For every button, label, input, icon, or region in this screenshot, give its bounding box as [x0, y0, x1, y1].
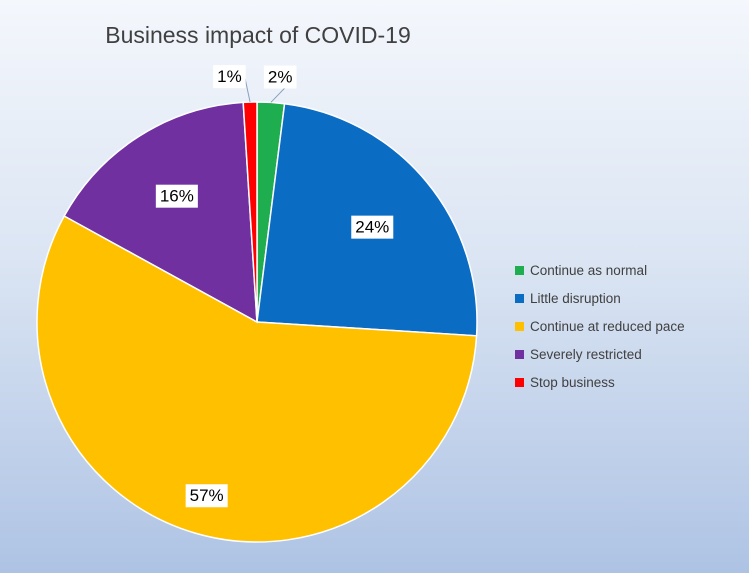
data-label-box — [155, 184, 198, 208]
legend-swatch — [515, 293, 524, 303]
data-label-box — [263, 65, 297, 89]
legend-swatch — [515, 377, 524, 387]
data-label-stop-business: 1% — [213, 65, 246, 89]
data-label-text: 24% — [355, 218, 389, 237]
legend-swatch — [515, 349, 524, 359]
legend-swatch — [515, 321, 524, 331]
data-label-little-disruption: 24% — [351, 215, 394, 239]
legend-item-severely-restricted: Severely restricted — [515, 340, 685, 368]
legend-item-continue-as-normal: Continue as normal — [515, 256, 685, 284]
data-label-text: 57% — [190, 486, 224, 505]
data-label-severely-restricted: 16% — [155, 184, 198, 208]
data-label-continue-as-normal: 2% — [263, 65, 297, 89]
data-label-text: 16% — [160, 187, 194, 206]
pie-slice-severely-restricted — [63, 101, 258, 324]
data-label-text: 2% — [268, 67, 293, 86]
data-label-box — [351, 215, 394, 239]
legend-swatch — [515, 265, 524, 275]
data-label-box — [213, 65, 246, 89]
legend-label: Stop business — [530, 374, 615, 390]
legend-item-little-disruption: Little disruption — [515, 284, 685, 312]
legend-label: Severely restricted — [530, 346, 642, 362]
data-label-text: 1% — [217, 67, 242, 86]
chart-title: Business impact of COVID-19 — [105, 22, 411, 48]
legend-item-stop-business: Stop business — [515, 368, 685, 396]
data-label-continue-at-reduced-pace: 57% — [185, 484, 228, 508]
legend-label: Continue at reduced pace — [530, 318, 685, 334]
legend-label: Little disruption — [530, 290, 621, 306]
legend-label: Continue as normal — [530, 262, 648, 278]
data-label-box — [185, 484, 228, 508]
legend-item-continue-at-reduced-pace: Continue at reduced pace — [515, 312, 685, 340]
legend: Continue as normal Little disruption Con… — [515, 256, 685, 396]
pie-slice-continue-at-reduced-pace — [36, 214, 478, 543]
